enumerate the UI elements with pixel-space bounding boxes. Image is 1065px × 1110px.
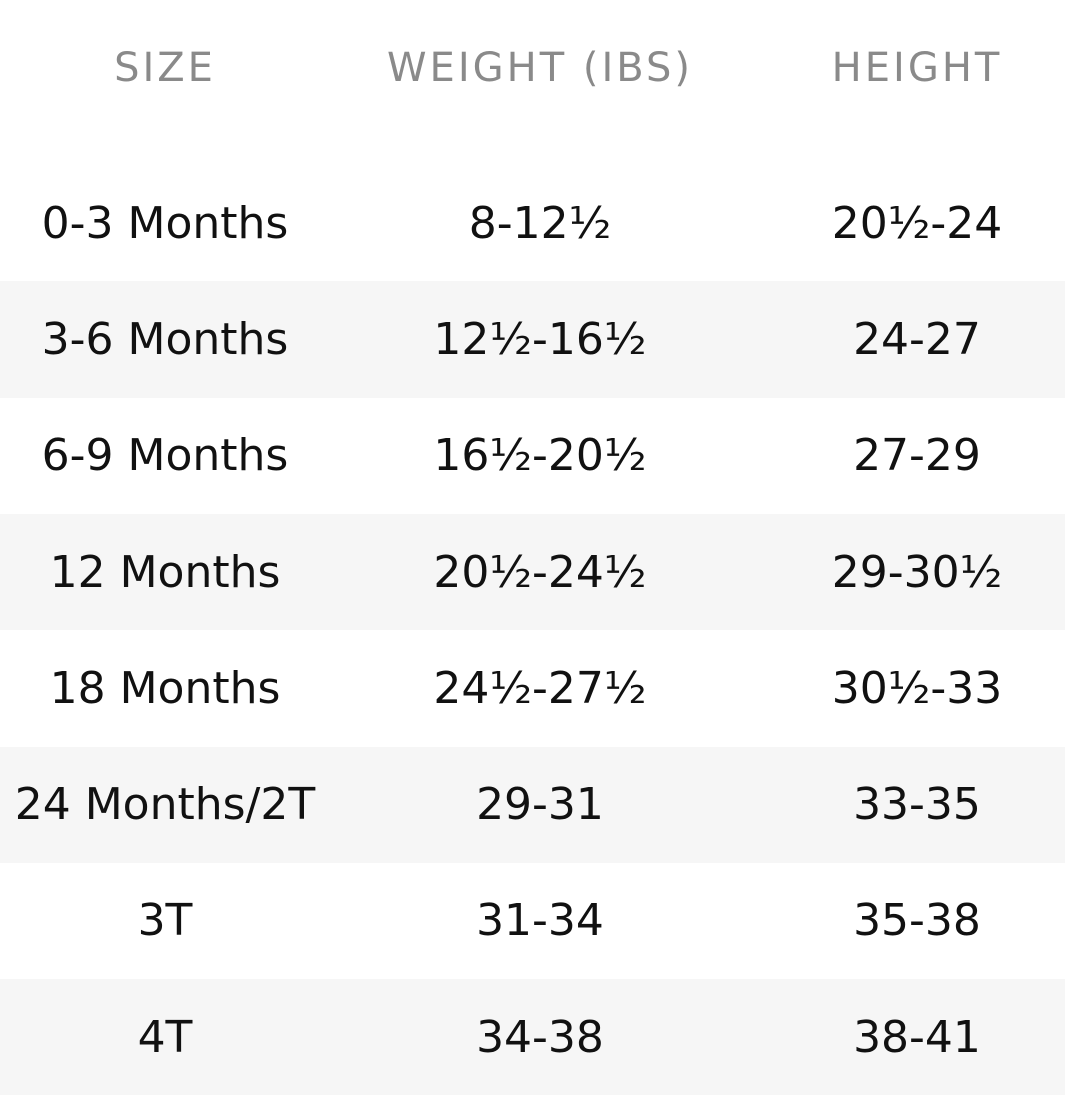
- table-cell: 24-27: [853, 313, 981, 365]
- table-cell: 3T: [137, 895, 193, 947]
- table-cell: 33-35: [853, 779, 981, 831]
- table-row: 6-9 Months 16½-20½ 27-29: [0, 398, 1065, 514]
- table-cell: 0-3 Months: [41, 197, 289, 249]
- table-cell: 29-31: [476, 779, 604, 831]
- table-cell: SIZE: [114, 45, 216, 91]
- table-cell: 34-38: [476, 1011, 604, 1063]
- table-cell: 24 Months/2T: [14, 779, 316, 831]
- table-cell: 38-41: [853, 1011, 981, 1063]
- table-row: 24 Months/2T 29-31 33-35: [0, 746, 1065, 863]
- table-row: 3-6 Months 12½-16½ 24-27: [0, 281, 1065, 398]
- table-cell: 16½-20½: [433, 430, 647, 482]
- table-cell: 18 Months: [49, 662, 281, 714]
- table-cell: 35-38: [853, 895, 981, 947]
- table-cell: 24½-27½: [433, 662, 647, 714]
- table-cell: 4T: [137, 1011, 193, 1063]
- table-row: 0-3 Months 8-12½ 20½-24: [0, 165, 1065, 281]
- table-cell: 29-30½: [831, 546, 1003, 598]
- table-cell: 20½-24½: [433, 546, 647, 598]
- table-row: 18 Months 24½-27½ 30½-33: [0, 630, 1065, 746]
- table-row: 3T 31-34 35-38: [0, 863, 1065, 979]
- table-row: 12 Months 20½-24½ 29-30½: [0, 513, 1065, 631]
- table-cell: 20½-24: [831, 197, 1003, 249]
- table-cell: 6-9 Months: [41, 430, 289, 482]
- table-cell: HEIGHT: [831, 45, 1003, 91]
- table-cell: 12½-16½: [433, 313, 647, 365]
- table-cell: 12 Months: [49, 546, 281, 598]
- table-cell: 31-34: [476, 895, 604, 947]
- table-cell: 3-6 Months: [41, 313, 289, 365]
- table-row: 4T 34-38 38-41: [0, 979, 1065, 1096]
- table-cell: 8-12½: [468, 197, 612, 249]
- table-cell: WEIGHT (IBS): [387, 45, 693, 91]
- table-cell: 27-29: [853, 430, 981, 482]
- header-row: SIZE WEIGHT (IBS) HEIGHT: [0, 20, 1065, 116]
- table-cell: 30½-33: [831, 662, 1003, 714]
